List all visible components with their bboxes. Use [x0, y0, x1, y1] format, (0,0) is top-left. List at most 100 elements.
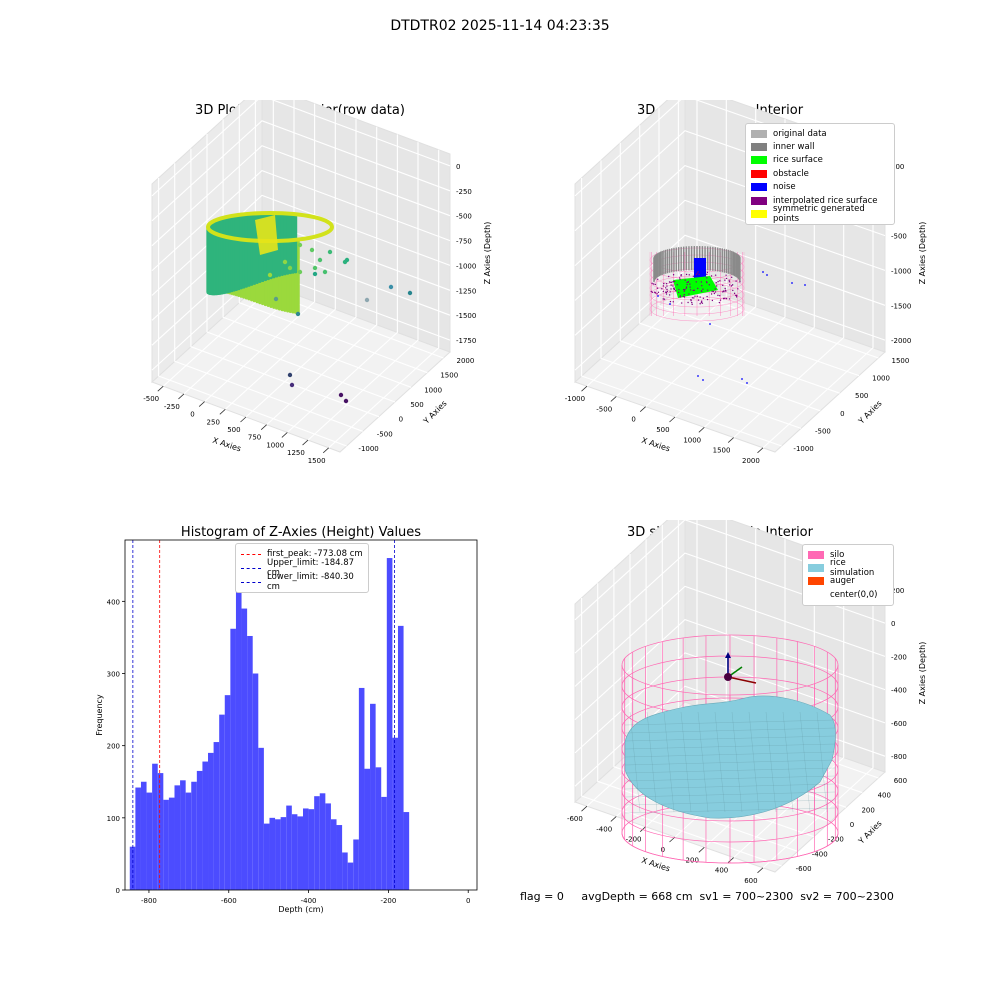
y-tick-label: 400	[878, 792, 891, 800]
interpolated-point	[695, 281, 697, 283]
interpolated-point	[685, 286, 688, 288]
histogram-bar	[213, 742, 220, 890]
interpolated-point	[698, 273, 700, 276]
interpolated-point	[702, 288, 704, 290]
interpolated-point	[683, 289, 685, 291]
y-tick-label: 1000	[872, 375, 890, 383]
x-tick-label: 1250	[287, 449, 305, 457]
data-point	[343, 398, 349, 404]
interpolated-point	[730, 276, 733, 279]
x-tick	[240, 416, 247, 423]
interpolated-point	[682, 295, 685, 298]
interpolated-point	[714, 291, 717, 293]
interpolated-point	[712, 290, 715, 293]
interpolated-point	[679, 296, 681, 298]
x-tick-label: -1000	[565, 395, 585, 403]
data-point	[317, 257, 323, 263]
data-point	[297, 242, 303, 248]
interpolated-point	[725, 297, 728, 300]
interpolated-point	[686, 283, 688, 286]
z-axis-label: Z Axies (Depth)	[483, 222, 492, 285]
interpolated-point	[656, 293, 658, 295]
interpolated-point	[718, 301, 721, 304]
histogram-bar	[392, 737, 398, 890]
x-tick	[302, 439, 309, 446]
interpolated-point	[724, 289, 727, 291]
y-axis-label: Frequency	[95, 694, 104, 736]
interpolated-point	[700, 301, 703, 304]
interpolated-point	[652, 283, 655, 285]
grid-line	[574, 618, 886, 721]
interpolated-point	[674, 290, 677, 292]
x-tick-label: -600	[221, 897, 237, 905]
x-tick-label: 250	[207, 418, 220, 426]
z-tick-label: -1000	[891, 267, 911, 275]
noise-point	[746, 382, 748, 384]
interpolated-point	[723, 297, 725, 300]
histogram-bar	[330, 819, 337, 890]
y-tick-label: 0	[850, 821, 854, 829]
data-point	[388, 284, 394, 290]
histogram-bar	[325, 803, 331, 890]
interpolated-point	[710, 275, 713, 277]
data-point	[322, 269, 328, 275]
x-tick-label: 500	[656, 426, 669, 434]
z-tick-label: -1500	[456, 312, 476, 320]
interpolated-point	[699, 303, 701, 305]
grid-line	[204, 103, 316, 403]
legend-label: rice simulation	[830, 558, 875, 579]
rice-mesh-line	[624, 791, 836, 798]
grid-line	[238, 104, 428, 374]
y-axis-label: Y Axies	[421, 399, 449, 427]
x-tick-label: 750	[248, 434, 261, 442]
z-tick-label: -1500	[891, 302, 911, 310]
histogram-bar	[174, 785, 181, 890]
z-tick-label: -500	[891, 233, 907, 241]
rice-mesh-line	[624, 743, 836, 750]
legend-item: rice simulation	[808, 558, 888, 578]
histogram-bar	[224, 695, 231, 890]
legend-line	[241, 581, 261, 583]
interpolated-point	[693, 297, 695, 299]
histogram-bar	[191, 781, 197, 890]
interpolated-point	[665, 282, 668, 285]
y-tick-label: 500	[855, 392, 868, 400]
interpolated-point	[702, 297, 705, 299]
data-point	[312, 265, 318, 271]
depth-histogram[interactable]: -800 -600 -400 -200 0 0 100 200 300 400 Depth (cm)…	[90, 520, 490, 920]
y-tick-label: 1500	[891, 357, 909, 365]
histogram-bar	[286, 805, 292, 890]
simulation-surface-3d[interactable]: -600-400-2000200400600-600-400-200020040…	[520, 520, 940, 890]
z-tick-label: 0	[456, 163, 460, 171]
grid-line	[151, 194, 451, 296]
x-axis-label: X Axies	[640, 436, 671, 454]
y-tick-label: -1000	[793, 445, 813, 453]
rice-mesh-line	[799, 711, 811, 813]
interpolated-point	[696, 295, 699, 297]
interpolated-point	[669, 300, 672, 303]
interpolated-point	[728, 284, 731, 286]
grid-line	[174, 163, 363, 432]
y-tick-label: -400	[812, 850, 828, 858]
legend-label: rice surface	[773, 155, 823, 166]
rice-mesh-line	[663, 711, 675, 813]
interpolated-point	[690, 299, 692, 302]
histogram-bar	[308, 809, 315, 890]
raw-scatter-3d[interactable]: -500-2500250500750100012501500-1000-5000…	[100, 100, 520, 480]
interpolated-point	[657, 278, 659, 281]
grid-line	[600, 160, 802, 429]
interpolated-point	[666, 285, 668, 287]
z-tick-label: -1250	[456, 287, 476, 295]
data-point	[297, 269, 303, 275]
x-tick	[178, 393, 185, 400]
grid-line	[733, 559, 845, 858]
data-point	[287, 372, 293, 378]
interpolated-point	[662, 298, 664, 300]
histogram-bar	[314, 796, 320, 890]
interpolated-point	[715, 285, 718, 287]
y-tick-label: 400	[107, 598, 120, 606]
x-tick-label: -600	[567, 815, 583, 823]
interpolated-point	[725, 277, 728, 280]
interpolated-point	[670, 288, 672, 290]
x-tick	[157, 385, 164, 392]
